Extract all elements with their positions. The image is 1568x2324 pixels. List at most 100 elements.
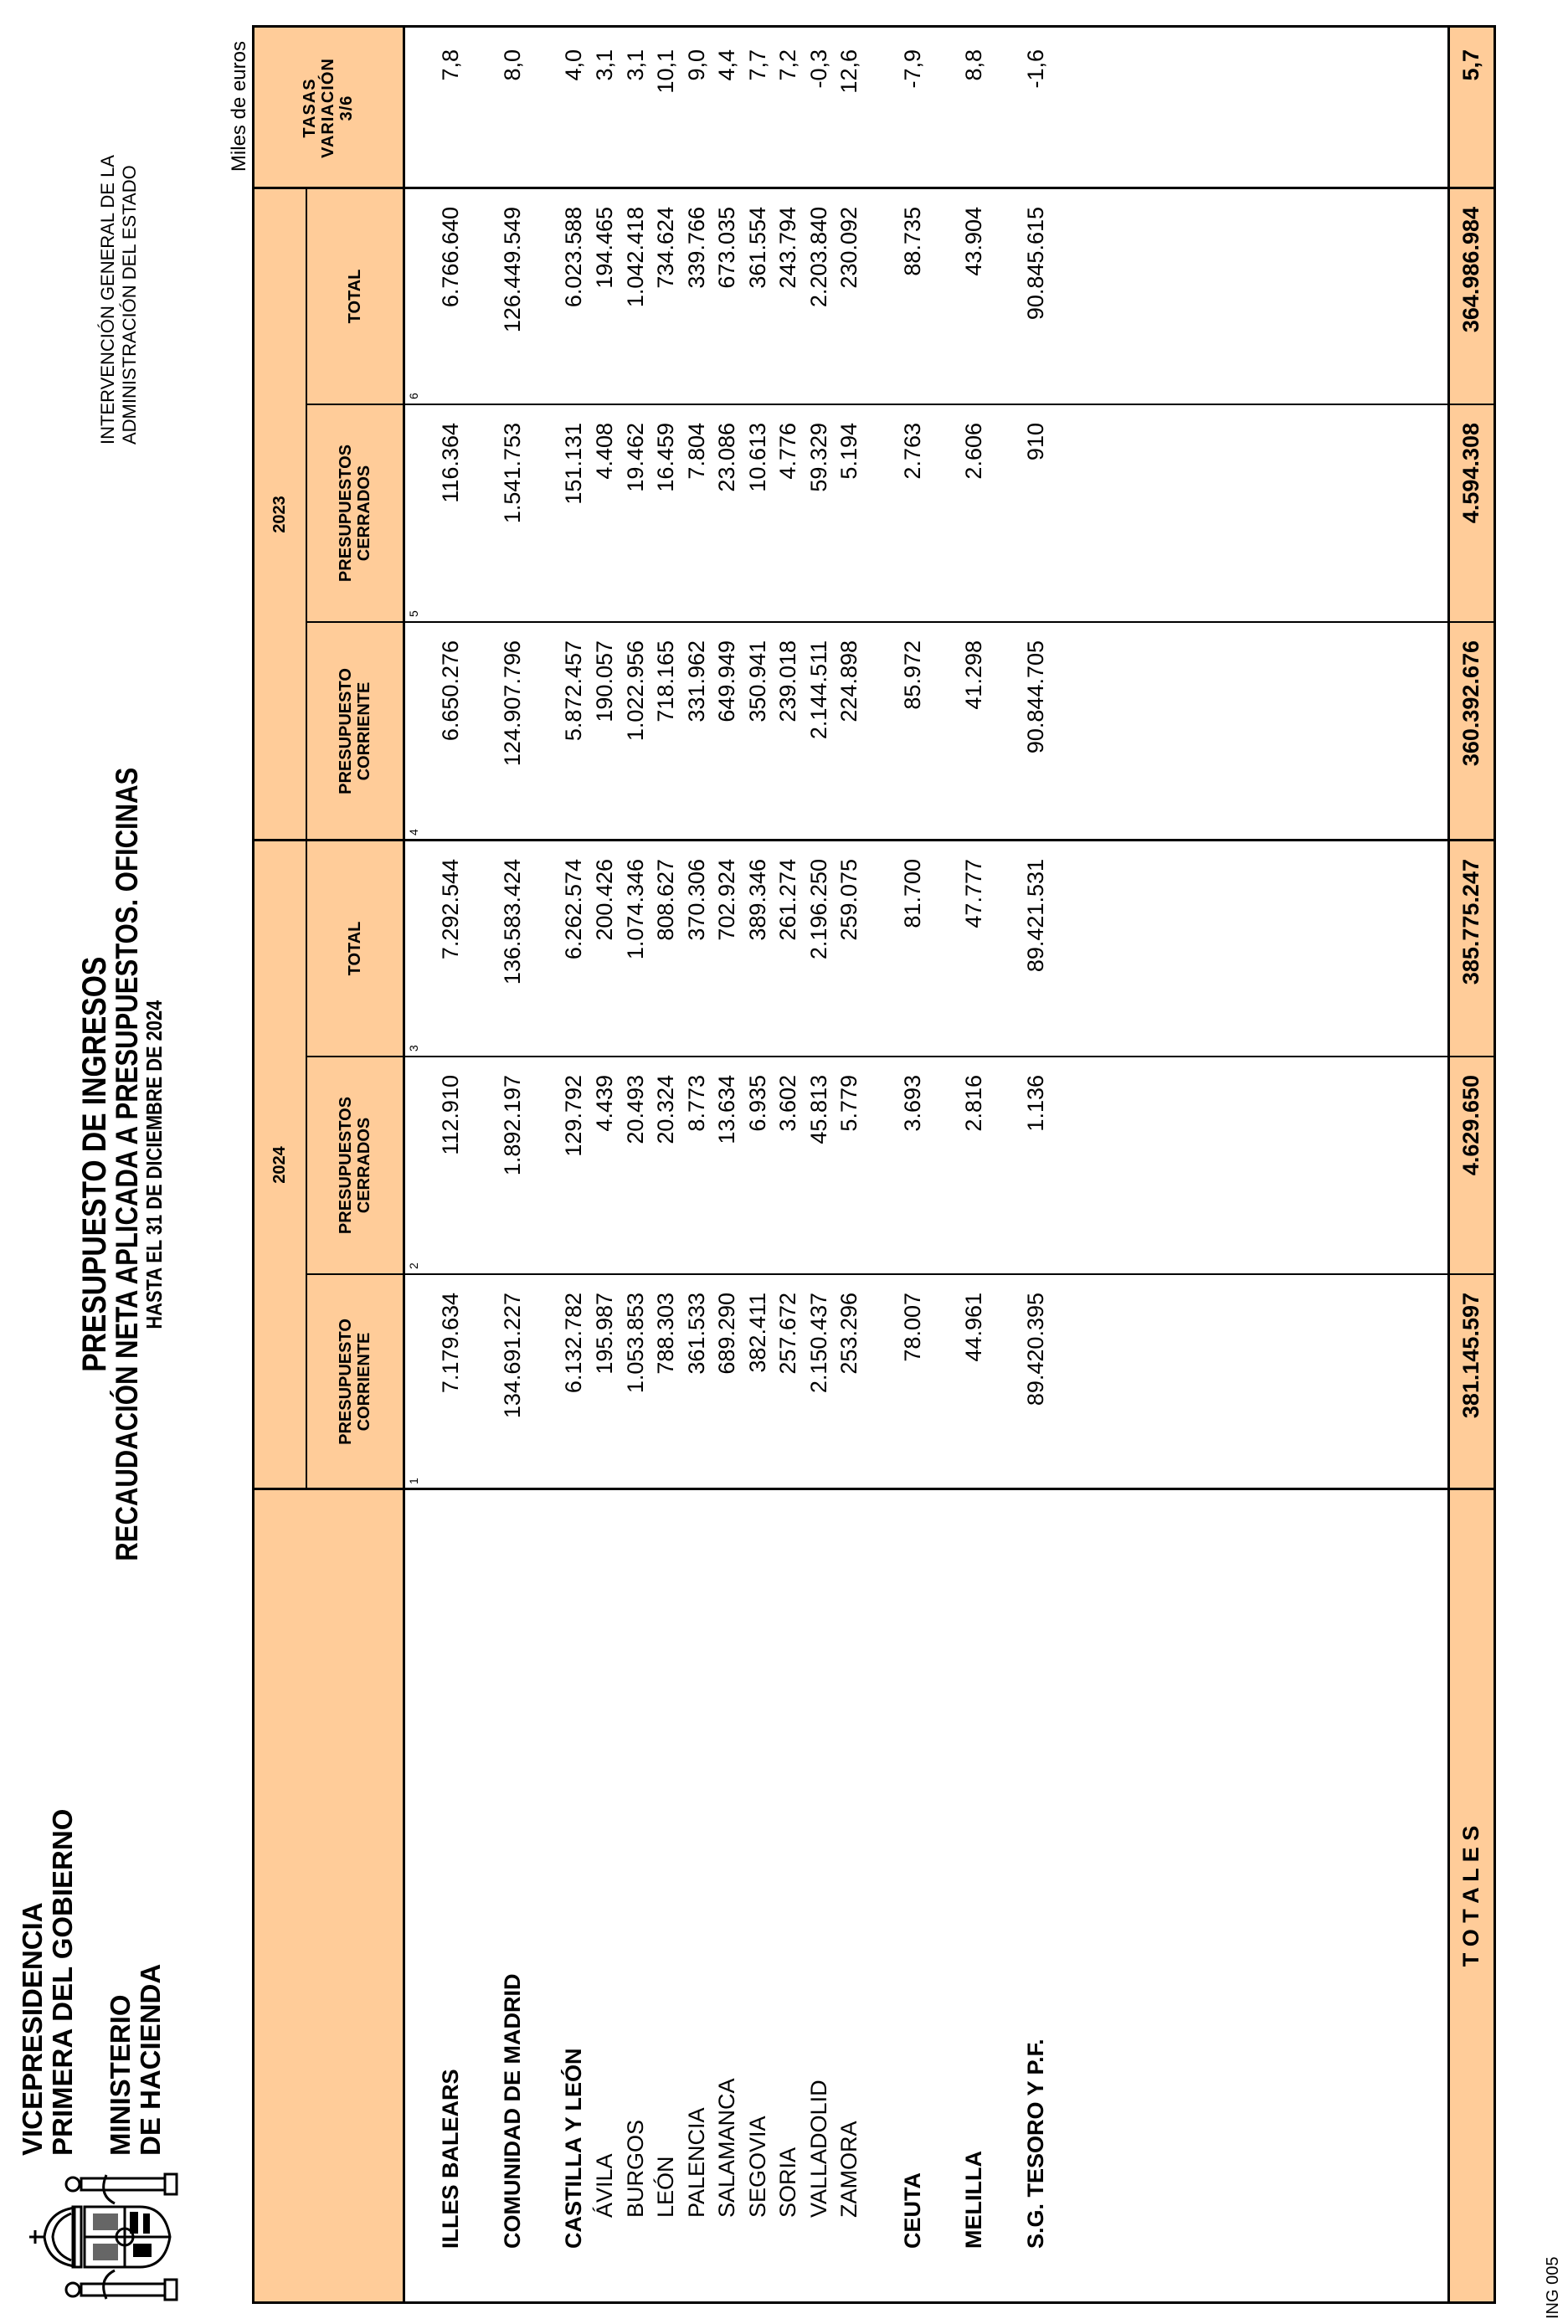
row-label: MELILLA <box>961 2151 986 2249</box>
column-number: 5 <box>407 610 420 617</box>
value-cell: 261.274 <box>775 859 800 941</box>
report-subtitle: RECAUDACIÓN NETA APLICADA A PRESUPUESTOS… <box>110 768 144 1562</box>
rate-header-line: 3/6 <box>337 95 356 121</box>
value-cell: 16.459 <box>653 423 678 492</box>
value-cell: 689.290 <box>714 1293 739 1375</box>
value-cell: 136.583.424 <box>500 859 525 985</box>
value-cell: 6.132.782 <box>561 1293 586 1394</box>
row-label: T O T A L E S <box>1458 1825 1483 1967</box>
value-cell: 19.462 <box>622 423 648 492</box>
value-cell: 8.773 <box>683 1075 709 1132</box>
year-header-2023: 2023 <box>270 496 289 533</box>
column-header: TOTAL <box>306 188 404 404</box>
row-label: ZAMORA <box>836 2121 861 2218</box>
value-cell: 116.364 <box>438 423 463 503</box>
rate-cell: 8,8 <box>961 49 986 81</box>
column-header-line: CERRADOS <box>355 465 373 562</box>
value-cell: 6.262.574 <box>561 859 586 960</box>
value-cell: 43.904 <box>961 207 986 276</box>
value-cell: 13.634 <box>714 1075 739 1144</box>
value-cell: 350.941 <box>744 640 770 722</box>
value-cell: 7.179.634 <box>438 1293 463 1394</box>
rate-cell: 8,0 <box>500 49 525 81</box>
column-header-line: PRESUPUESTOS <box>337 1096 355 1235</box>
value-cell: 59.329 <box>805 423 831 492</box>
value-cell: 2.763 <box>900 423 925 480</box>
rate-cell: 7,2 <box>775 49 800 81</box>
rate-header-line: VARIACIÓN <box>319 58 337 158</box>
column-header-line: CERRADOS <box>355 1117 373 1214</box>
column-header-line: TOTAL <box>346 921 364 976</box>
value-cell: 2.196.250 <box>805 859 831 960</box>
value-cell: 910 <box>1023 423 1048 461</box>
value-cell: 364.986.984 <box>1458 207 1483 333</box>
row-label: VALLADOLID <box>805 2080 831 2218</box>
value-cell: 85.972 <box>900 640 925 710</box>
value-cell: 10.613 <box>744 423 770 492</box>
value-cell: 5.779 <box>836 1075 861 1132</box>
value-cell: 1.541.753 <box>500 423 525 524</box>
column-number: 3 <box>407 1045 420 1051</box>
value-cell: 361.554 <box>744 207 770 289</box>
value-cell: 78.007 <box>900 1293 925 1362</box>
value-cell: 259.075 <box>836 859 861 941</box>
value-cell: 134.691.227 <box>500 1293 525 1419</box>
value-cell: 243.794 <box>775 207 800 289</box>
row-label: ILLES BALEARS <box>438 2069 463 2249</box>
value-cell: 1.136 <box>1023 1075 1048 1132</box>
row-label: CEUTA <box>900 2172 925 2249</box>
value-cell: 190.057 <box>592 640 617 722</box>
value-cell: 2.150.437 <box>805 1293 831 1394</box>
value-cell: 3.693 <box>900 1075 925 1132</box>
value-cell: 200.426 <box>592 859 617 941</box>
value-cell: 194.465 <box>592 207 617 289</box>
column-header-line: TOTAL <box>346 269 364 324</box>
units-label: Miles de euros <box>228 41 250 172</box>
value-cell: 23.086 <box>714 423 739 492</box>
value-cell: 5.194 <box>836 423 861 480</box>
value-cell: 253.296 <box>836 1293 861 1375</box>
value-cell: 20.324 <box>653 1075 678 1144</box>
rate-cell: -0,3 <box>805 49 831 89</box>
agency-line-2: ADMINISTRACIÓN DEL ESTADO <box>119 165 140 445</box>
value-cell: 6.023.588 <box>561 207 586 308</box>
value-cell: 230.092 <box>836 207 861 289</box>
value-cell: 4.594.308 <box>1458 423 1483 524</box>
value-cell: 129.792 <box>561 1075 586 1157</box>
value-cell: 6.766.640 <box>438 207 463 308</box>
column-header-line: PRESUPUESTO <box>337 1319 355 1445</box>
row-label: LEÓN <box>653 2156 678 2218</box>
value-cell: 5.872.457 <box>561 640 586 742</box>
row-label: S.G. TESORO Y P.F. <box>1023 2039 1048 2249</box>
column-number: 4 <box>407 829 420 836</box>
column-header-line: CORRIENTE <box>355 681 373 781</box>
value-cell: 90.845.615 <box>1023 207 1048 321</box>
value-cell: 2.203.840 <box>805 207 831 308</box>
value-cell: 81.700 <box>900 859 925 928</box>
value-cell: 1.042.418 <box>622 207 648 308</box>
value-cell: 2.144.511 <box>805 640 831 740</box>
value-cell: 7.804 <box>683 423 709 480</box>
column-header-line: PRESUPUESTOS <box>337 444 355 583</box>
row-label: ÁVILA <box>592 2153 617 2218</box>
value-cell: 702.924 <box>714 859 739 941</box>
value-cell: 45.813 <box>805 1075 831 1144</box>
value-cell: 1.022.956 <box>622 640 648 742</box>
rate-header: TASAS VARIACIÓN 3/6 <box>253 28 404 188</box>
rate-cell: 10,1 <box>653 49 678 94</box>
coat-of-arms-icon <box>23 2170 187 2304</box>
row-label: BURGOS <box>622 2119 648 2218</box>
value-cell: 224.898 <box>836 640 861 722</box>
form-code: ING 005 <box>1544 2256 1562 2319</box>
value-cell: 673.035 <box>714 207 739 289</box>
row-label: COMUNIDAD DE MADRID <box>500 1973 525 2249</box>
value-cell: 718.165 <box>653 640 678 722</box>
value-cell: 339.766 <box>683 207 709 289</box>
value-cell: 47.777 <box>961 859 986 928</box>
row-label: SORIA <box>775 2147 800 2218</box>
rate-cell: -1,6 <box>1023 49 1048 89</box>
rate-cell: 7,8 <box>438 49 463 81</box>
rate-cell: 4,4 <box>714 49 739 81</box>
column-header-line: CORRIENTE <box>355 1332 373 1432</box>
